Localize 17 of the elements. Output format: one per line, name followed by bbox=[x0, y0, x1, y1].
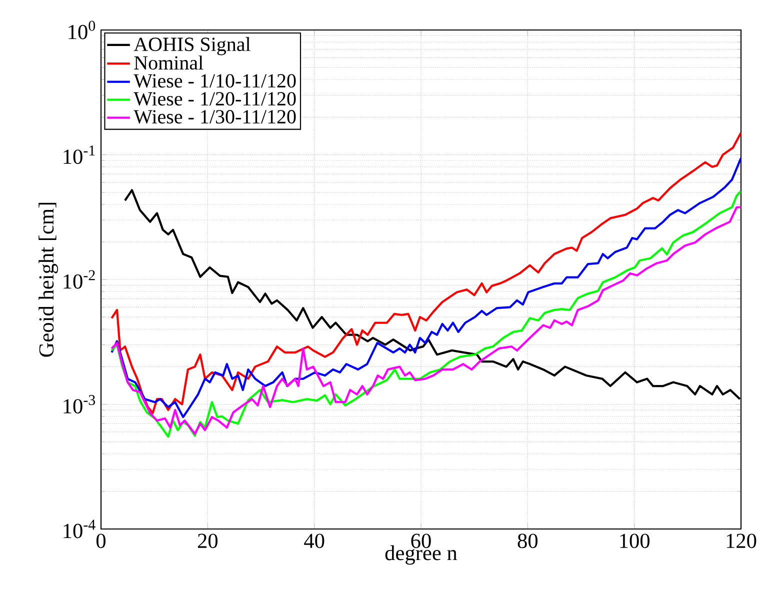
x-tick-label: 80 bbox=[518, 534, 538, 548]
y-tick-label: 10$^{-4}$ bbox=[64, 520, 96, 538]
y-tick-label: 10$^{-3}$ bbox=[64, 395, 96, 414]
x-tick-label: 40 bbox=[304, 534, 324, 548]
legend-label: Nominal bbox=[134, 56, 204, 70]
y-tick-label: 10$^{0}$ bbox=[68, 20, 96, 40]
x-tick-label: 120 bbox=[726, 534, 756, 548]
y-axis-title: Geoid height [cm] bbox=[38, 202, 58, 357]
legend-label: Wiese - 1/20-11/120 bbox=[134, 92, 296, 106]
legend-label: Wiese - 1/30-11/120 bbox=[134, 110, 296, 124]
legend-label: Wiese - 1/10-11/120 bbox=[134, 74, 296, 88]
y-tick-label: 10$^{-1}$ bbox=[64, 146, 95, 164]
x-tick-label: 0 bbox=[96, 534, 106, 548]
legend-label: AOHIS Signal bbox=[134, 37, 250, 56]
x-tick-label: 100 bbox=[620, 534, 650, 548]
y-tick-label: 10$^{-2}$ bbox=[64, 270, 95, 289]
x-tick-label: 20 bbox=[198, 534, 218, 548]
